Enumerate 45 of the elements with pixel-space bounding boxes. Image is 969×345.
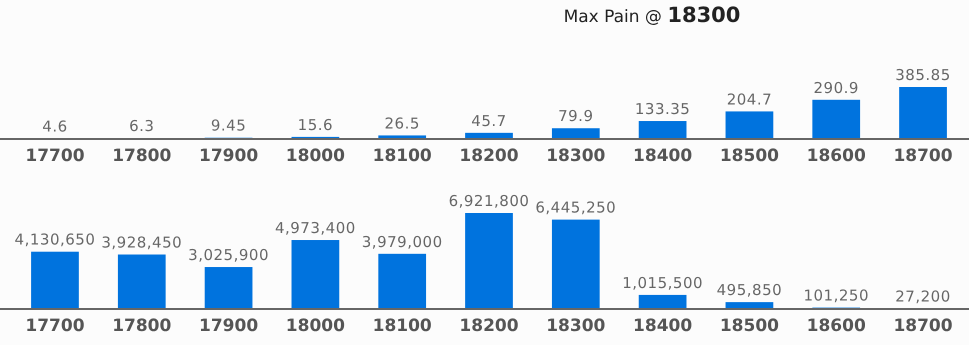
data-label: 385.85	[895, 66, 951, 84]
x-tick-label: 18500	[720, 316, 780, 336]
x-tick-label: 17700	[25, 146, 85, 166]
x-tick-label: 17800	[112, 316, 172, 336]
x-tick-label: 18300	[546, 316, 606, 336]
data-label: 290.9	[814, 78, 859, 97]
x-tick-label: 18600	[806, 316, 866, 336]
data-label: 204.7	[726, 90, 772, 108]
x-tick-label: 18500	[720, 146, 780, 166]
x-tick-label: 17800	[112, 146, 172, 166]
data-label: 101,250	[803, 286, 869, 305]
data-label: 1,015,500	[622, 274, 704, 292]
data-label: 3,979,000	[362, 232, 443, 251]
data-label: 4.6	[42, 117, 68, 136]
x-tick-label: 18000	[286, 146, 346, 166]
x-tick-label: 18700	[893, 316, 953, 336]
data-label: 3,928,450	[101, 234, 182, 252]
data-label: 27,200	[895, 288, 951, 306]
x-tick-label: 18700	[893, 146, 953, 166]
chart-title: Max Pain @ 18300	[564, 3, 740, 27]
data-label: 6.3	[129, 117, 154, 136]
x-tick-label: 17700	[25, 316, 85, 336]
x-tick-label: 18200	[459, 146, 519, 166]
data-label: 133.35	[634, 100, 690, 118]
data-label: 3,025,900	[188, 246, 270, 264]
data-label: 45.7	[471, 112, 507, 130]
x-tick-label: 18200	[459, 316, 519, 336]
x-tick-label: 18300	[546, 146, 606, 166]
x-tick-label: 18100	[372, 146, 432, 166]
x-tick-label: 18400	[633, 146, 692, 166]
data-label: 26.5	[384, 114, 420, 132]
data-label: 495,850	[716, 281, 782, 300]
x-tick-label: 18100	[372, 316, 432, 336]
data-label: 15.6	[298, 116, 334, 134]
data-label: 4,130,650	[14, 230, 96, 249]
data-label: 6,921,800	[448, 192, 530, 210]
data-label: 9.45	[210, 116, 246, 135]
x-tick-label: 18600	[806, 146, 866, 166]
x-tick-label: 18000	[286, 316, 346, 336]
x-tick-label: 18400	[633, 316, 692, 336]
data-label: 4,973,400	[274, 219, 356, 238]
x-tick-label: 17900	[199, 316, 258, 336]
data-label: 79.9	[558, 107, 594, 126]
data-label: 6,445,250	[535, 198, 616, 217]
x-tick-label: 17900	[199, 146, 258, 166]
